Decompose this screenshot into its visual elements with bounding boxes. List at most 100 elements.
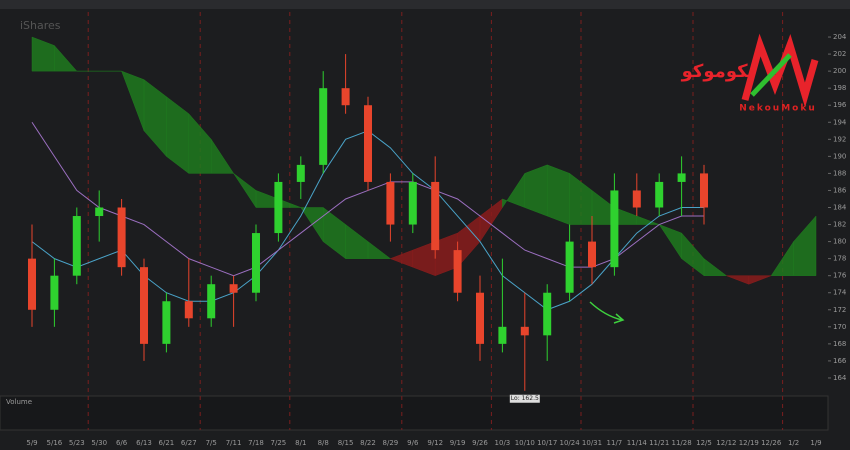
y-tick-label: 204 [833,33,847,41]
candle-body [72,216,81,276]
candle-body [431,181,440,251]
logo-latin: NekouMoku [739,104,817,114]
x-tick-label: 1/9 [810,439,821,447]
x-tick-label: 11/28 [672,439,692,447]
candle-body [364,105,372,182]
x-tick-label: 9/19 [450,439,466,447]
candle-body [655,181,664,208]
x-tick-label: 8/1 [295,439,306,447]
x-tick-label: 6/13 [136,439,152,447]
cloud-segment [54,44,78,72]
y-tick-label: 190 [833,152,846,160]
x-tick-label: 8/29 [383,439,399,447]
logo-mark-green [750,53,792,97]
x-tick-label: 5/30 [91,439,107,447]
y-tick-label: 170 [833,323,846,331]
x-tick-label: 5/23 [69,439,85,447]
y-tick-label: 192 [833,135,846,143]
y-tick-label: 198 [833,84,846,92]
x-tick-label: 8/8 [318,439,329,447]
x-tick-label: 11/7 [607,439,623,447]
candle-body [229,284,238,293]
x-tick-label: 6/27 [181,439,197,447]
cloud-segment [703,258,728,276]
y-tick-label: 202 [833,50,846,58]
candle-body [520,326,529,336]
x-tick-label: 7/18 [248,439,264,447]
x-tick-label: 6/6 [116,439,128,447]
x-tick-label: 12/12 [716,439,736,447]
logo-text: نكوموكو [681,61,755,82]
candle-body [50,275,59,310]
cloud-segment [367,241,392,259]
volume-label: Volume [6,398,32,406]
toolbar [0,0,850,9]
candle-body [498,326,507,344]
x-tick-label: 7/11 [226,439,242,447]
y-tick-label: 164 [833,374,847,382]
candle-body [700,173,708,208]
candle-body [610,190,619,268]
candle-body [588,241,596,268]
y-tick-label: 188 [833,169,846,177]
x-tick-label: 10/3 [495,439,511,447]
x-tick-label: 10/31 [582,439,602,447]
cloud-segment [210,138,235,174]
cloud-segment [793,215,817,276]
candle-body [28,258,36,310]
candle-body [207,284,216,319]
candle-body [162,301,171,344]
candle-body [252,233,260,293]
candle-body [319,88,328,165]
x-tick-label: 9/12 [427,439,443,447]
y-tick-label: 180 [833,238,846,246]
candle-body [296,164,305,182]
annotation: Lo: 162.5 [511,395,539,402]
x-tick-label: 11/21 [649,439,669,447]
cloud-segment [524,164,548,217]
candle-body [140,267,148,344]
y-tick-label: 178 [833,255,846,263]
x-tick-label: 6/21 [159,439,175,447]
x-tick-label: 12/26 [761,439,782,447]
y-tick-label: 186 [833,186,847,194]
x-tick-label: 7/25 [271,439,287,447]
y-tick-label: 166 [833,357,847,365]
candle-body [453,250,462,293]
candle-body [476,292,484,344]
y-tick-label: 174 [833,289,847,297]
y-tick-label: 196 [833,101,847,109]
annotation-box [509,394,540,403]
x-tick-label: 8/15 [338,439,354,447]
y-tick-label: 184 [833,204,847,212]
y-tick-label: 168 [833,340,846,348]
candle-body [184,301,193,319]
candle-body [543,292,552,336]
x-tick-label: 1/2 [788,439,799,447]
x-tick-label: 10/24 [560,439,581,447]
volume-pane [0,395,829,431]
cloud-segment [748,275,772,285]
candle-body [274,181,283,234]
x-tick-label: 5/16 [47,439,63,447]
arrow [589,301,625,324]
x-tick-label: 9/6 [407,439,419,447]
x-tick-label: 11/14 [627,439,648,447]
y-tick-label: 200 [833,67,846,75]
x-tick-label: 8/22 [360,439,376,447]
candle-body [632,190,641,208]
x-tick-label: 7/5 [206,439,217,447]
x-tick-label: 12/5 [696,439,712,447]
y-tick-label: 194 [833,118,847,126]
candle-body [117,207,126,268]
candle-body [341,88,350,106]
cloud-segment [546,164,570,225]
candle-body [565,241,574,293]
y-tick-label: 172 [833,306,846,314]
y-tick-label: 176 [833,272,847,280]
x-tick-label: 9/26 [472,439,488,447]
y-tick-label: 182 [833,221,846,229]
chart-title: iShares [20,19,61,32]
